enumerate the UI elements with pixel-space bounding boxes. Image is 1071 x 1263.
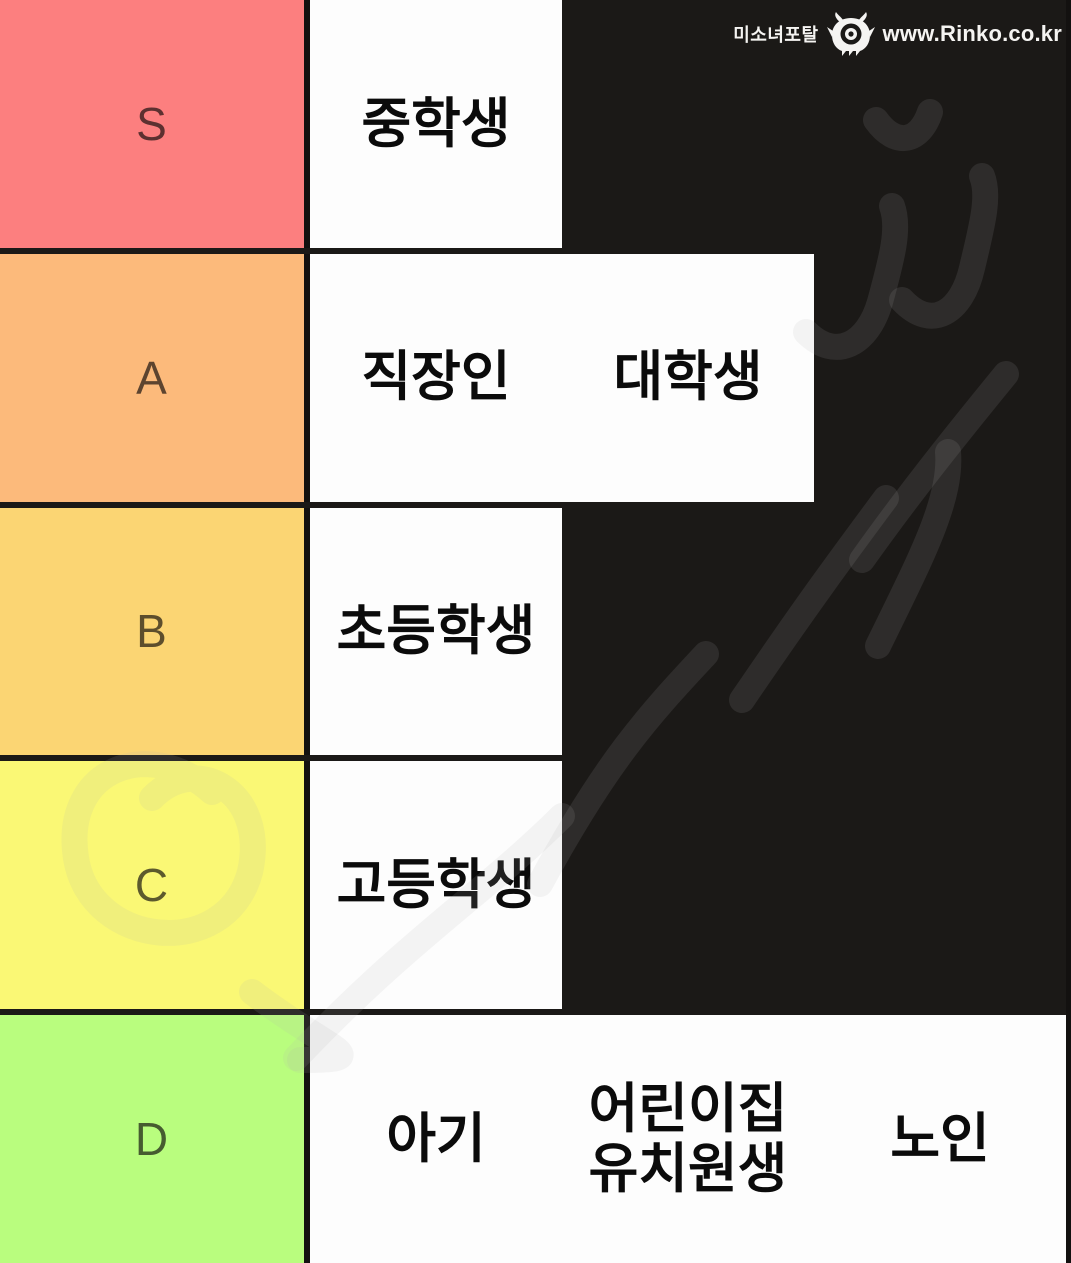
- tier-row-B: B 초등학생: [0, 507, 1071, 756]
- tier-label-B: B: [0, 507, 310, 756]
- tier-row-D: D 아기 어린이집 유치원생 노인: [0, 1015, 1071, 1263]
- tier-label-text: C: [134, 859, 170, 912]
- tier-item-label: 어린이집 유치원생: [588, 1078, 788, 1200]
- tier-items-strip: 중학생: [310, 0, 562, 248]
- tier-label-A: A: [0, 253, 310, 502]
- tier-label-D: D: [0, 1015, 310, 1263]
- site-watermark: 미소녀포탈 www.Rinko.co.kr: [733, 10, 1062, 58]
- tier-item[interactable]: 중학생: [310, 0, 562, 248]
- tier-label-text: B: [136, 605, 168, 658]
- tier-item-label: 대학생: [613, 347, 763, 408]
- tier-item-label: 아기: [386, 1108, 486, 1169]
- tier-items-area: 초등학생: [310, 507, 1071, 756]
- watermark-site-url: www.Rinko.co.kr: [882, 21, 1062, 46]
- tier-item[interactable]: 고등학생: [310, 761, 562, 1009]
- tier-item-label: 직장인: [361, 347, 511, 408]
- monster-icon: [826, 12, 875, 56]
- tier-items-strip: 고등학생: [310, 761, 562, 1010]
- tier-items-strip: 초등학생: [310, 507, 562, 756]
- board-right-edge: [1066, 0, 1071, 1263]
- watermark-site-name: 미소녀포탈: [733, 25, 819, 45]
- tier-row-S: S 중학생: [0, 0, 1071, 248]
- tier-item[interactable]: 어린이집 유치원생: [562, 1015, 814, 1263]
- tier-item-label: 노인: [890, 1108, 990, 1169]
- tier-item[interactable]: 대학생: [562, 254, 814, 502]
- tier-items-area: 고등학생: [310, 761, 1071, 1010]
- tier-item-label: 중학생: [361, 93, 511, 154]
- tier-items-area: 중학생: [310, 0, 1071, 248]
- tier-item[interactable]: 아기: [310, 1015, 562, 1263]
- tier-items-strip: 직장인 대학생: [310, 253, 814, 502]
- tier-label-S: S: [0, 0, 310, 248]
- tier-items-area: 직장인 대학생: [310, 253, 1071, 502]
- tier-label-text: D: [134, 1113, 170, 1166]
- tier-row-A: A 직장인 대학생: [0, 253, 1071, 502]
- tier-item[interactable]: 노인: [814, 1015, 1066, 1263]
- tier-item[interactable]: 초등학생: [310, 508, 562, 756]
- tier-label-text: S: [136, 97, 168, 150]
- tier-item-label: 초등학생: [336, 601, 536, 662]
- tier-label-text: A: [136, 351, 168, 404]
- tier-row-C: C 고등학생: [0, 761, 1071, 1010]
- tier-items-area: 아기 어린이집 유치원생 노인: [310, 1015, 1071, 1263]
- tier-label-C: C: [0, 761, 310, 1010]
- tier-item[interactable]: 직장인: [310, 254, 562, 502]
- tier-item-label: 고등학생: [336, 855, 536, 916]
- tier-items-strip: 아기 어린이집 유치원생 노인: [310, 1015, 1066, 1263]
